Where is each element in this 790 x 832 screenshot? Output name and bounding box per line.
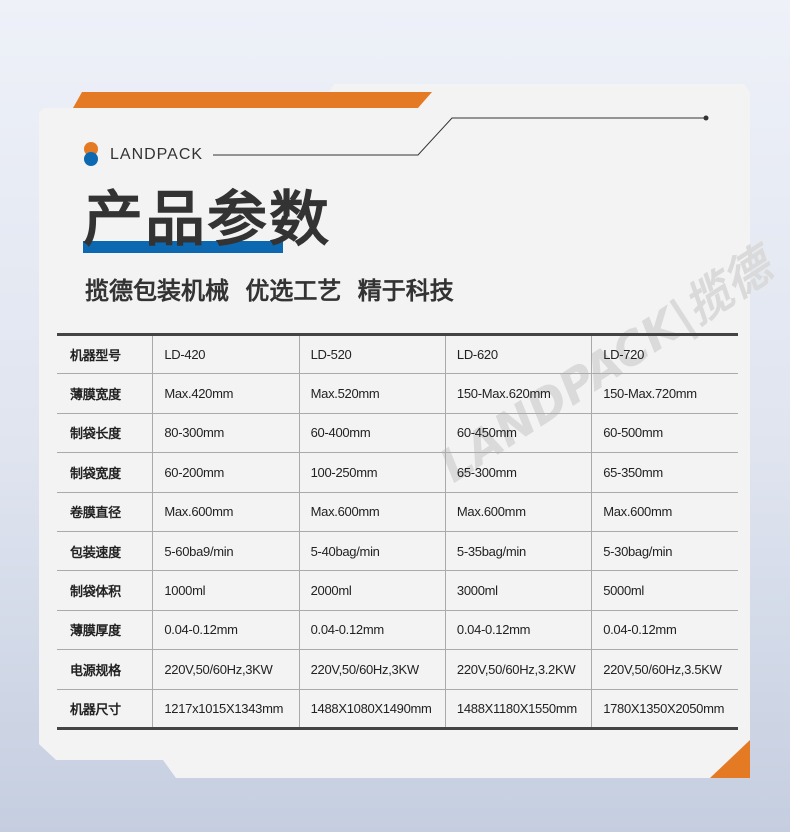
row-label: 卷膜直径 [57,492,153,532]
table-cell: Max.600mm [298,492,446,532]
table-cell: 150-Max.620mm [444,373,592,414]
table-cell: 0.04-0.12mm [152,610,300,651]
table-cell: 1488X1180X1550mm [444,689,592,729]
table-cell: 0.04-0.12mm [591,610,738,651]
table-cell: 60-200mm [152,452,300,493]
title-block: 产品参数 [83,185,331,255]
row-label: 制袋长度 [57,413,153,454]
table-cell: 60-450mm [444,413,592,454]
orange-top-bar [73,92,432,108]
table-row: 包装速度 5-60ba9/min 5-40bag/min 5-35bag/min 5-3… [57,531,738,572]
table-row: 机器型号 LD-420 LD-520 LD-620 LD-720 [57,334,738,375]
row-label: 电源规格 [57,649,153,690]
table-cell: 220V,50/60Hz,3KW [152,649,300,690]
spec-table: 机器型号 LD-420 LD-520 LD-620 LD-720 薄膜宽度 Max.420m… [57,333,738,730]
table-cell: LD-520 [298,334,446,375]
table-cell: Max.520mm [298,373,446,414]
table-row: 卷膜直径 Max.600mm Max.600mm Max.600mm Max.600mm [57,492,738,532]
table-cell: 220V,50/60Hz,3.2KW [444,649,592,690]
table-cell: 5-60ba9/min [152,531,300,572]
table-cell: 1000ml [152,570,300,611]
table-cell: Max.600mm [444,492,592,532]
table-row: 机器尺寸 1217x1015X1343mm 1488X1080X1490mm 1488… [57,689,738,729]
row-label: 包装速度 [57,531,153,572]
brand-name: LANDPACK [110,146,204,163]
table-cell: 100-250mm [298,452,446,493]
table-cell: 65-300mm [444,452,592,493]
table-cell: 80-300mm [152,413,300,454]
brand: LANDPACK [84,142,203,168]
table-row: 制袋宽度 60-200mm 100-250mm 65-300mm 65-350mm [57,452,738,493]
table-cell: Max.600mm [591,492,738,532]
table-cell: 0.04-0.12mm [298,610,446,651]
table-cell: 5000ml [591,570,738,611]
table-cell: 60-400mm [298,413,446,454]
table-cell: 60-500mm [591,413,738,454]
table-cell: 2000ml [298,570,446,611]
table-cell: 1488X1080X1490mm [298,689,446,729]
table-row: 电源规格 220V,50/60Hz,3KW 220V,50/60Hz,3KW 220V… [57,649,738,690]
title-underline-bar [83,241,283,253]
page-title: 产品参数 [83,185,331,255]
table-cell: 5-40bag/min [298,531,446,572]
table-cell: 65-350mm [591,452,738,493]
row-label: 薄膜宽度 [57,373,153,414]
line-end-dot [703,115,709,121]
table-cell: Max.600mm [152,492,300,532]
two-dots-logo-icon [84,142,98,168]
table-row: 薄膜宽度 Max.420mm Max.520mm 150-Max.620mm 150-M… [57,373,738,414]
table-cell: LD-620 [444,334,592,375]
row-label: 薄膜厚度 [57,610,153,651]
row-label: 机器型号 [57,334,153,375]
table-row: 薄膜厚度 0.04-0.12mm 0.04-0.12mm 0.04-0.12mm 0.0… [57,610,738,651]
orange-corner-accent [710,740,750,778]
table-cell: Max.420mm [152,373,300,414]
table-cell: 1780X1350X2050mm [591,689,738,729]
table-cell: 220V,50/60Hz,3.5KW [591,649,738,690]
table-cell: LD-420 [152,334,300,375]
table-cell: LD-720 [591,334,738,375]
table-cell: 220V,50/60Hz,3KW [298,649,446,690]
decorative-line [213,117,706,156]
table-cell: 5-30bag/min [591,531,738,572]
row-label: 制袋体积 [57,570,153,611]
table-row: 制袋体积 1000ml 2000ml 3000ml 5000ml [57,570,738,611]
table-cell: 5-35bag/min [444,531,592,572]
table-cell: 150-Max.720mm [591,373,738,414]
table-cell: 1217x1015X1343mm [152,689,300,729]
row-label: 制袋宽度 [57,452,153,493]
page-subtitle: 揽德包装机械 优选工艺 精于科技 [85,277,454,305]
table-row: 制袋长度 80-300mm 60-400mm 60-450mm 60-500mm [57,413,738,454]
table-cell: 3000ml [444,570,592,611]
table-cell: 0.04-0.12mm [444,610,592,651]
row-label: 机器尺寸 [70,702,121,718]
